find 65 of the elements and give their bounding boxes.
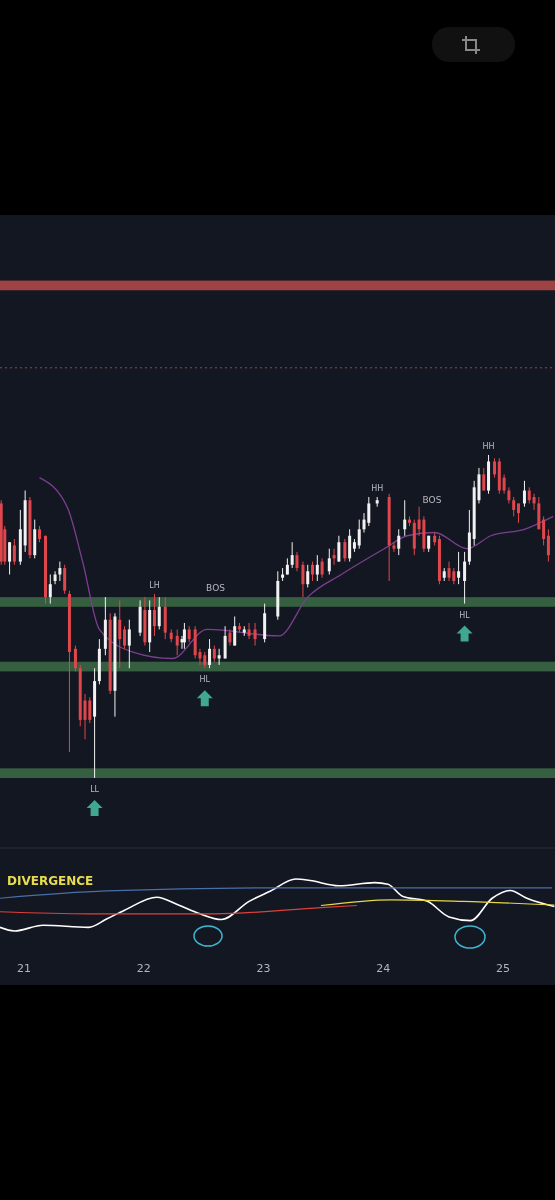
candlestick xyxy=(223,625,227,659)
candlestick xyxy=(217,648,221,666)
candlestick xyxy=(348,528,352,563)
candlestick xyxy=(73,645,77,672)
candlestick xyxy=(118,599,122,669)
x-tick-label: 24 xyxy=(376,962,391,975)
candlestick xyxy=(482,467,486,492)
annotation: LL xyxy=(90,785,100,794)
x-tick-label: 23 xyxy=(256,962,271,975)
candlestick xyxy=(53,570,57,585)
candlestick xyxy=(315,554,319,582)
chart-title: DIVERGENCE xyxy=(7,874,94,888)
annotation: HH xyxy=(371,483,384,493)
annotation: HL xyxy=(459,610,471,620)
candlestick xyxy=(397,528,401,556)
candlestick xyxy=(295,551,299,572)
candlestick xyxy=(463,551,467,605)
candlestick xyxy=(327,548,331,576)
candlestick xyxy=(63,564,67,595)
candlestick xyxy=(542,515,546,546)
candlestick xyxy=(48,574,52,605)
annotation: BOS xyxy=(422,495,442,505)
candlestick xyxy=(290,541,294,569)
candlestick xyxy=(447,561,451,582)
candlestick xyxy=(88,696,92,724)
candlestick xyxy=(301,561,305,598)
candlestick xyxy=(392,541,396,553)
candlestick xyxy=(127,619,131,669)
x-tick-label: 25 xyxy=(495,962,510,975)
candlestick xyxy=(532,493,536,511)
candlestick xyxy=(320,557,324,579)
candlestick xyxy=(522,480,526,508)
candlestick xyxy=(83,693,87,740)
annotation: HL xyxy=(199,675,211,685)
candlestick xyxy=(493,457,497,479)
candlestick xyxy=(306,564,310,588)
candlestick xyxy=(58,561,62,582)
candlestick xyxy=(502,473,506,495)
annotation: LH xyxy=(149,580,160,590)
candlestick xyxy=(337,535,341,563)
candlestick xyxy=(516,502,520,524)
candlestick xyxy=(233,616,237,647)
candlestick xyxy=(457,551,461,585)
annotation: BOS xyxy=(206,583,226,594)
candlestick xyxy=(208,638,212,669)
candlestick xyxy=(311,561,315,582)
candlestick xyxy=(343,538,347,563)
candlestick xyxy=(367,496,371,527)
candlestick xyxy=(357,519,361,550)
annotation: HH xyxy=(482,442,495,451)
candlestick xyxy=(157,596,161,630)
candlestick xyxy=(403,499,407,537)
candlestick xyxy=(175,628,179,656)
candlestick xyxy=(253,622,257,647)
candlestick xyxy=(332,548,336,566)
x-tick-label: 21 xyxy=(16,962,31,975)
candlestick xyxy=(228,628,232,647)
x-tick-label: 22 xyxy=(136,962,151,975)
candlestick xyxy=(12,538,16,566)
candlestick xyxy=(512,496,516,517)
candlestick xyxy=(123,625,127,650)
candlestick xyxy=(8,541,12,576)
candlestick xyxy=(152,593,156,637)
candlestick xyxy=(546,528,550,563)
candlestick xyxy=(247,622,251,640)
